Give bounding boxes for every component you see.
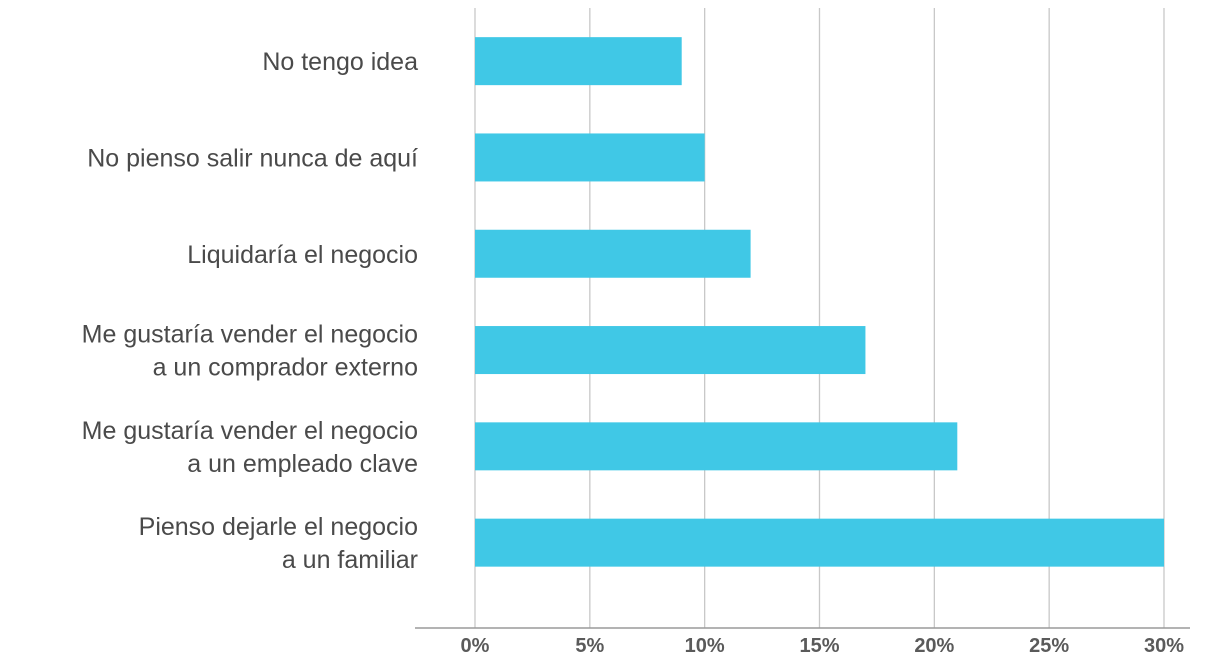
bar — [475, 37, 682, 86]
x-tick-label: 25% — [1029, 635, 1069, 657]
x-tick-label: 5% — [575, 635, 604, 657]
category-label-line: No tengo idea — [262, 48, 418, 76]
bar — [475, 518, 1164, 567]
x-tick-label: 30% — [1144, 635, 1184, 657]
x-tick-label: 20% — [914, 635, 954, 657]
category-label: No tengo idea — [262, 48, 418, 76]
category-label-line: a un empleado clave — [187, 450, 418, 478]
category-label: Me gustaría vender el negocio a un compra… — [82, 321, 418, 382]
category-label: Pienso dejarle el negocio a un familiar — [139, 513, 418, 574]
bar — [475, 229, 751, 278]
category-label-line: Pienso dejarle el negocio — [139, 513, 418, 541]
bar — [475, 133, 705, 182]
category-label: Me gustaría vender el negocio a un emplea… — [82, 417, 418, 478]
x-tick-labels: 0% 5% 10% 15% 20% 25% 30% — [461, 635, 1185, 657]
category-label-line: a un familiar — [282, 546, 418, 574]
x-tick-label: 10% — [685, 635, 725, 657]
category-label: No pienso salir nunca de aquí — [87, 144, 418, 172]
x-tick-label: 0% — [461, 635, 490, 657]
bar — [475, 422, 958, 471]
category-label-line: a un comprador externo — [153, 354, 418, 382]
category-labels: No tengo idea No pienso salir nunca de aq… — [82, 48, 418, 574]
category-label-line: Me gustaría vender el negocio — [82, 417, 418, 445]
bars — [475, 37, 1164, 567]
category-label-line: No pienso salir nunca de aquí — [87, 144, 418, 172]
grid-lines — [474, 8, 1165, 628]
category-label-line: Me gustaría vender el negocio — [82, 321, 418, 349]
category-label: Liquidaría el negocio — [187, 241, 418, 269]
category-label-line: Liquidaría el negocio — [187, 241, 418, 269]
x-tick-label: 15% — [799, 635, 839, 657]
bar — [475, 326, 866, 375]
